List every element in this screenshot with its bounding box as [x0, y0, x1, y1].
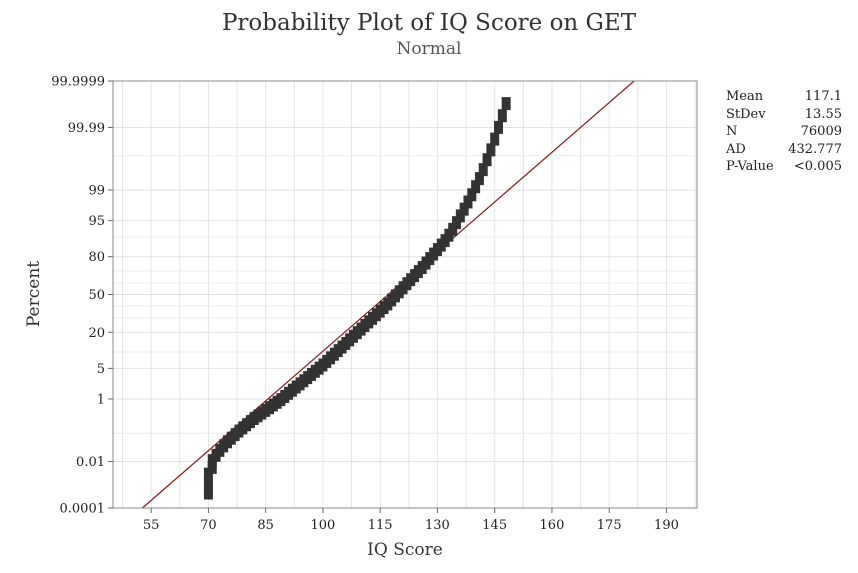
- data-point: [482, 153, 492, 167]
- stat-label: N: [726, 124, 738, 140]
- stat-label: Mean: [726, 89, 764, 104]
- y-tick-label: 80: [88, 250, 105, 265]
- data-point: [478, 163, 488, 177]
- x-tick-label: 175: [597, 518, 622, 533]
- y-tick-label: 50: [88, 288, 105, 303]
- x-tick-label: 100: [311, 518, 336, 533]
- data-point: [494, 120, 504, 134]
- y-tick-label: 99.99: [68, 121, 105, 136]
- x-tick-label: 55: [143, 518, 160, 533]
- x-tick-label: 115: [368, 518, 393, 533]
- data-point: [497, 109, 507, 123]
- statistics-panel: Mean 117.1 StDev 13.55 N 76009 AD 432.77…: [726, 88, 842, 176]
- data-point: [474, 172, 484, 186]
- grid-layer: [113, 80, 697, 509]
- x-tick-label: 190: [654, 518, 679, 533]
- x-tick-label: 160: [540, 518, 565, 533]
- data-point: [463, 195, 473, 209]
- x-tick-label: 70: [200, 518, 217, 533]
- data-point: [455, 209, 465, 223]
- data-point: [203, 467, 213, 481]
- data-point: [452, 216, 462, 230]
- stat-row-n: N 76009: [726, 123, 842, 141]
- y-tick-label: 99.9999: [51, 75, 105, 90]
- chart-subtitle: Normal: [396, 39, 462, 59]
- y-tick-label: 95: [88, 214, 105, 229]
- y-tick-label: 1: [97, 392, 105, 407]
- stat-value: 76009: [800, 124, 842, 140]
- data-point: [471, 180, 481, 194]
- x-tick-label: 85: [257, 518, 274, 533]
- stat-value: 117.1: [804, 89, 842, 104]
- y-tick-label: 0.01: [76, 455, 105, 470]
- data-point: [207, 460, 217, 474]
- data-points-layer: [203, 97, 511, 500]
- chart-title: Probability Plot of IQ Score on GET: [221, 10, 637, 36]
- stat-row-mean: Mean 117.1: [726, 88, 842, 106]
- x-axis-label: IQ Score: [367, 540, 443, 560]
- y-tick-label: 99: [88, 184, 105, 199]
- data-point: [459, 202, 469, 216]
- stat-label: StDev: [726, 106, 766, 122]
- data-point: [203, 476, 213, 490]
- stat-row-ad: AD 432.777: [726, 141, 842, 159]
- stat-value: <0.005: [793, 159, 842, 175]
- x-tick-label: 145: [482, 518, 507, 533]
- y-tick-label: 20: [88, 326, 105, 341]
- data-point: [486, 143, 496, 157]
- data-point: [467, 188, 477, 202]
- stat-label: P-Value: [726, 159, 774, 175]
- stat-row-stdev: StDev 13.55: [726, 106, 842, 124]
- x-tick-layer: 55 70 85 100 115 130 145 160 175 190: [143, 508, 679, 533]
- data-point: [501, 97, 511, 111]
- y-tick-label: 0.0001: [60, 502, 106, 517]
- data-point: [203, 486, 213, 500]
- y-tick-layer: 0.0001 0.01 1 5 20 50 80 95 99 99.99 99.9999: [51, 75, 113, 517]
- stat-row-pvalue: P-Value <0.005: [726, 158, 842, 176]
- stat-value: 13.55: [804, 106, 842, 122]
- stat-label: AD: [726, 141, 746, 157]
- stat-value: 432.777: [788, 141, 842, 157]
- y-tick-label: 5: [97, 362, 105, 377]
- x-tick-label: 130: [425, 518, 450, 533]
- data-point: [448, 222, 458, 236]
- data-point: [490, 132, 500, 146]
